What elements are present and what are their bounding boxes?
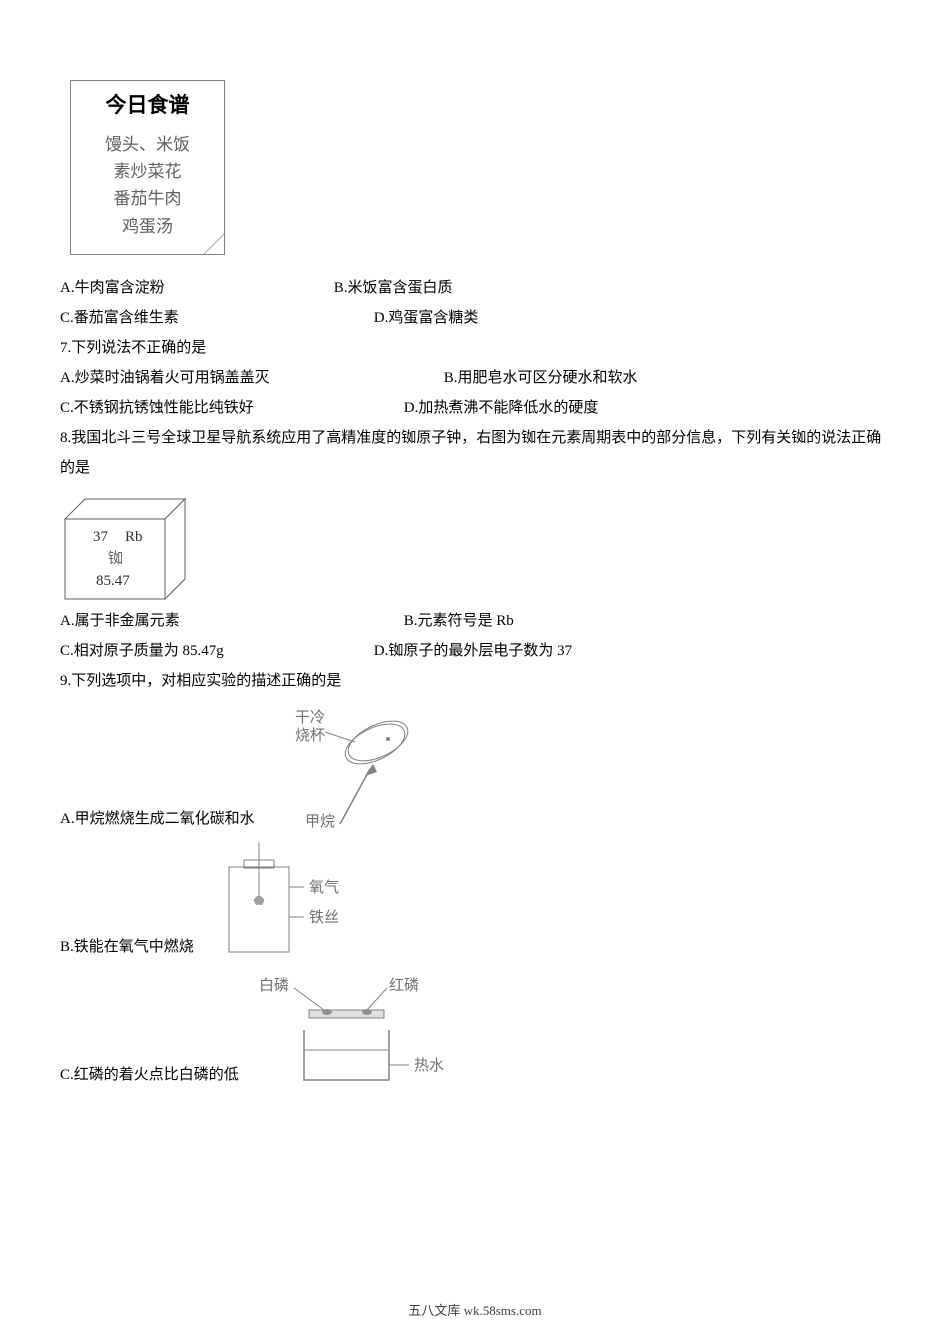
q6-optD: D.鸡蛋富含糖类	[374, 310, 479, 326]
q8-optA: A.属于非金属元素	[60, 606, 400, 636]
q6-optC: C.番茄富含维生素	[60, 303, 370, 333]
svg-text:白磷: 白磷	[259, 977, 289, 994]
menu-item-4: 鸡蛋汤	[71, 213, 224, 240]
q9-optB: B.铁能在氧气中燃烧	[60, 932, 194, 962]
svg-text:氧气: 氧气	[309, 879, 339, 896]
q8-optD: D.铷原子的最外层电子数为 37	[374, 643, 572, 659]
svg-text:干冷: 干冷	[295, 709, 325, 726]
q9-expC: C.红磷的着火点比白磷的低 白磷 红磷 热水	[60, 970, 890, 1090]
q7-optB: B.用肥皂水可区分硬水和软水	[444, 370, 638, 386]
q6-row2: C.番茄富含维生素 D.鸡蛋富含糖类	[60, 303, 890, 333]
q6-row1: A.牛肉富含淀粉 B.米饭富含蛋白质	[60, 273, 890, 303]
q8-row2: C.相对原子质量为 85.47g D.铷原子的最外层电子数为 37	[60, 636, 890, 666]
element-cube-icon: 37 Rb 铷 85.47	[60, 491, 190, 601]
q8-optB: B.元素符号是 Rb	[404, 613, 514, 629]
q7-row2: C.不锈钢抗锈蚀性能比纯铁好 D.加热煮沸不能降低水的硬度	[60, 393, 890, 423]
q6-optB: B.米饭富含蛋白质	[334, 280, 453, 296]
svg-text:85.47: 85.47	[96, 573, 130, 589]
svg-text:铷: 铷	[108, 550, 123, 567]
menu-card: 今日食谱 馒头、米饭 素炒菜花 番茄牛肉 鸡蛋汤	[70, 80, 225, 255]
element-box: 37 Rb 铷 85.47	[60, 491, 190, 601]
svg-text:铁丝: 铁丝	[309, 909, 339, 926]
q9-optA: A.甲烷燃烧生成二氧化碳和水	[60, 804, 255, 834]
menu-item-1: 馒头、米饭	[71, 131, 224, 158]
q7-optC: C.不锈钢抗锈蚀性能比纯铁好	[60, 393, 400, 423]
q6-optA: A.牛肉富含淀粉	[60, 273, 330, 303]
q7-optA: A.炒菜时油锅着火可用锅盖盖灭	[60, 363, 440, 393]
svg-text:Rb: Rb	[125, 529, 143, 545]
menu-item-2: 素炒菜花	[71, 158, 224, 185]
q7-optD: D.加热煮沸不能降低水的硬度	[404, 400, 599, 416]
q9-optC: C.红磷的着火点比白磷的低	[60, 1060, 239, 1090]
q9-stem: 9.下列选项中，对相应实验的描述正确的是	[60, 666, 890, 696]
svg-text:红磷: 红磷	[389, 977, 419, 994]
q7-stem: 7.下列说法不正确的是	[60, 333, 890, 363]
svg-text:热水: 热水	[414, 1057, 444, 1074]
svg-text:37: 37	[93, 529, 109, 545]
exp-b-diagram: 氧气 铁丝	[204, 842, 374, 962]
q8-optC: C.相对原子质量为 85.47g	[60, 636, 370, 666]
exp-c-diagram: 白磷 红磷 热水	[249, 970, 469, 1090]
svg-text:烧杯: 烧杯	[295, 727, 325, 744]
page-footer: 五八文库 wk.58sms.com	[0, 1300, 950, 1319]
menu-item-3: 番茄牛肉	[71, 185, 224, 212]
q9-expB: B.铁能在氧气中燃烧 氧气 铁丝	[60, 842, 890, 962]
q9-expA: A.甲烷燃烧生成二氧化碳和水 干冷 烧杯 甲烷	[60, 704, 890, 834]
menu-title: 今日食谱	[71, 89, 224, 119]
q7-row1: A.炒菜时油锅着火可用锅盖盖灭 B.用肥皂水可区分硬水和软水	[60, 363, 890, 393]
q8-stem: 8.我国北斗三号全球卫星导航系统应用了高精准度的铷原子钟，右图为铷在元素周期表中…	[60, 423, 890, 483]
exp-a-diagram: 干冷 烧杯 甲烷	[265, 704, 435, 834]
q8-row1: A.属于非金属元素 B.元素符号是 Rb	[60, 606, 890, 636]
svg-text:甲烷: 甲烷	[305, 813, 335, 830]
